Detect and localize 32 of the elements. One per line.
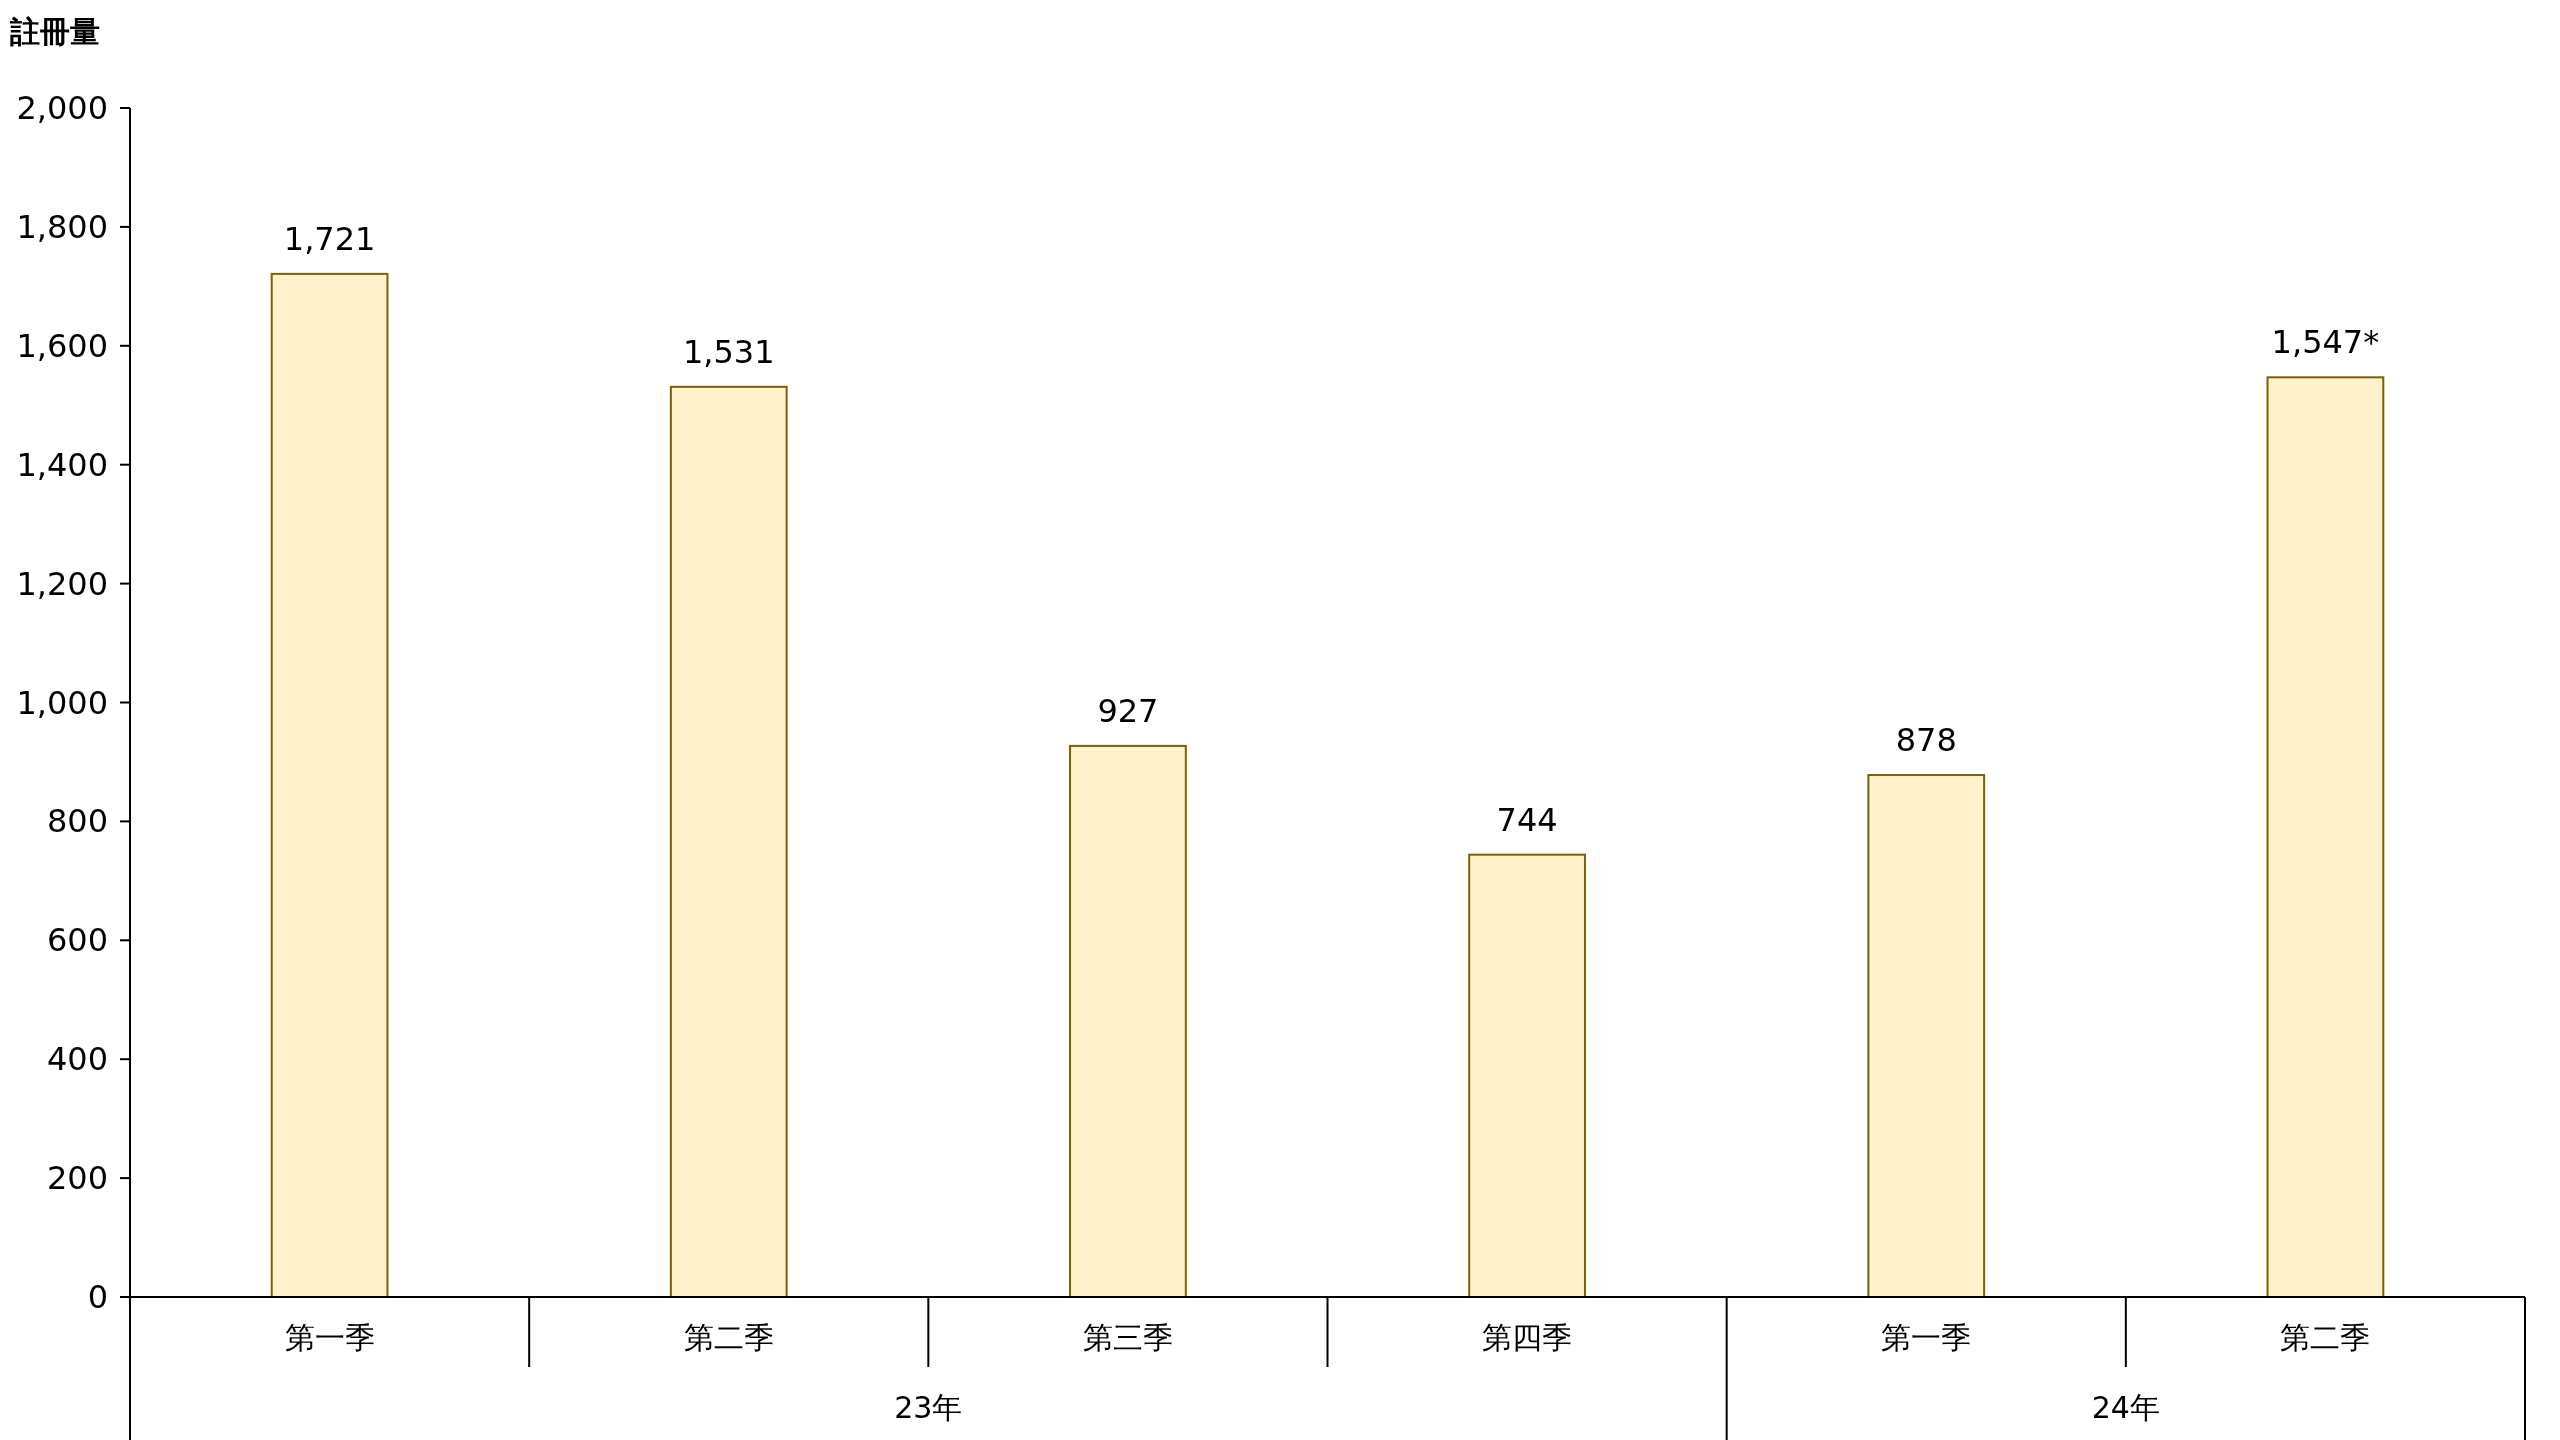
- y-tick-label: 200: [46, 1159, 108, 1198]
- bar: [1468, 853, 1586, 1298]
- data-label: 927: [1097, 691, 1159, 730]
- data-label: 878: [1895, 721, 1957, 760]
- y-tick-label: 1,200: [16, 564, 108, 603]
- y-tick-label: 2,000: [16, 89, 108, 127]
- x-tick-label: 第一季: [284, 1319, 375, 1355]
- y-tick-label: 400: [46, 1040, 108, 1079]
- y-tick-label: 1,000: [16, 683, 108, 722]
- x-tick-label: 第三季: [1082, 1319, 1173, 1355]
- data-label: 1,721: [283, 219, 376, 258]
- data-label: 1,547*: [2271, 323, 2380, 362]
- text: 23年: [894, 1389, 963, 1425]
- data-label: 744: [1496, 800, 1558, 839]
- x-tick-label: 第二季: [2280, 1319, 2371, 1355]
- x-tick-label: 第二季: [683, 1319, 774, 1355]
- bar: [1069, 744, 1187, 1298]
- text: 24年: [2091, 1389, 2160, 1425]
- y-tick-label: 1,400: [16, 445, 108, 484]
- bar: [2266, 376, 2385, 1298]
- x-tick-label: 第一季: [1881, 1319, 1972, 1355]
- bar: [669, 385, 788, 1298]
- bar: [270, 272, 389, 1298]
- y-tick-label: 1,600: [16, 326, 108, 365]
- y-axis-title: 註冊量: [9, 14, 100, 49]
- data-label: 1,531: [682, 332, 775, 371]
- y-tick-label: 600: [46, 921, 108, 960]
- bar: [1867, 774, 1986, 1298]
- y-tick-label: 1,800: [16, 207, 108, 246]
- y-tick-label: 800: [46, 802, 108, 841]
- x-tick-label: 第四季: [1482, 1319, 1573, 1355]
- y-tick-label: 0: [87, 1278, 108, 1316]
